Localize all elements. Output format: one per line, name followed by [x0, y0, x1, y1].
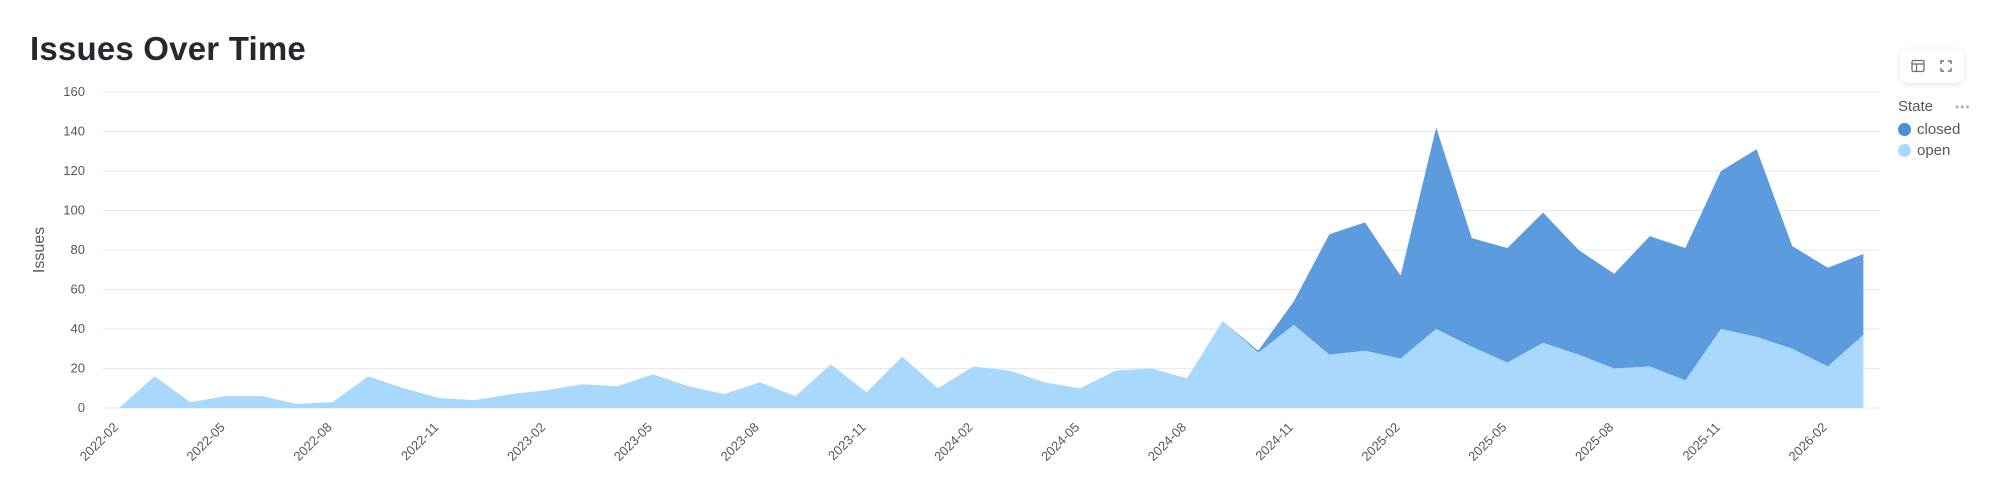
x-tick-label: 2024-02 — [931, 420, 975, 464]
x-axis: 2022-02 2022-05 2022-08 2022-11 2023-02 2023-… — [77, 420, 1830, 464]
legend-swatch-open — [1898, 144, 1911, 157]
legend-title: State — [1898, 98, 1934, 115]
x-tick-label: 2025-08 — [1572, 420, 1616, 464]
chart-toolbar — [1900, 49, 1964, 83]
legend-label-open: open — [1917, 142, 1951, 159]
y-axis: 0 20 40 60 80 100 120 140 160 — [63, 84, 85, 415]
table-icon[interactable] — [1907, 55, 1929, 77]
page-title: Issues Over Time — [30, 30, 306, 67]
x-tick-label: 2025-11 — [1679, 420, 1723, 464]
y-tick-label: 0 — [78, 400, 85, 415]
x-tick-label: 2025-02 — [1358, 420, 1402, 464]
x-tick-label: 2023-02 — [504, 420, 548, 464]
more-options-icon[interactable]: ••• — [1955, 99, 1971, 114]
legend-swatch-closed — [1898, 123, 1911, 136]
y-tick-label: 160 — [63, 84, 85, 99]
x-tick-label: 2024-05 — [1038, 420, 1082, 464]
y-tick-label: 60 — [71, 282, 85, 297]
area-series — [119, 127, 1864, 409]
y-axis-title: Issues — [31, 227, 48, 273]
legend-item-closed[interactable]: closed — [1898, 119, 1971, 140]
x-tick-label: 2026-02 — [1786, 420, 1830, 464]
x-tick-label: 2023-08 — [718, 420, 762, 464]
legend: State ••• closed open — [1898, 98, 1971, 161]
y-tick-label: 140 — [63, 124, 85, 139]
x-tick-label: 2025-05 — [1465, 420, 1509, 464]
legend-label-closed: closed — [1917, 121, 1961, 138]
x-tick-label: 2024-08 — [1145, 420, 1189, 464]
legend-title-row: State ••• — [1898, 98, 1971, 115]
x-tick-label: 2022-11 — [398, 420, 442, 464]
legend-item-open[interactable]: open — [1898, 140, 1971, 161]
y-tick-label: 80 — [71, 242, 85, 257]
area-closed[interactable] — [119, 127, 1864, 409]
fullscreen-icon[interactable] — [1935, 55, 1957, 77]
x-tick-label: 2023-05 — [611, 420, 655, 464]
x-tick-label: 2022-08 — [290, 420, 334, 464]
x-tick-label: 2022-05 — [184, 420, 228, 464]
y-tick-label: 100 — [63, 203, 85, 218]
y-tick-label: 120 — [63, 163, 85, 178]
x-tick-label: 2023-11 — [825, 420, 869, 464]
x-tick-label: 2022-02 — [77, 420, 121, 464]
y-tick-label: 20 — [71, 361, 85, 376]
x-tick-label: 2024-11 — [1252, 420, 1296, 464]
y-tick-label: 40 — [71, 321, 85, 336]
area-open[interactable] — [119, 321, 1864, 408]
